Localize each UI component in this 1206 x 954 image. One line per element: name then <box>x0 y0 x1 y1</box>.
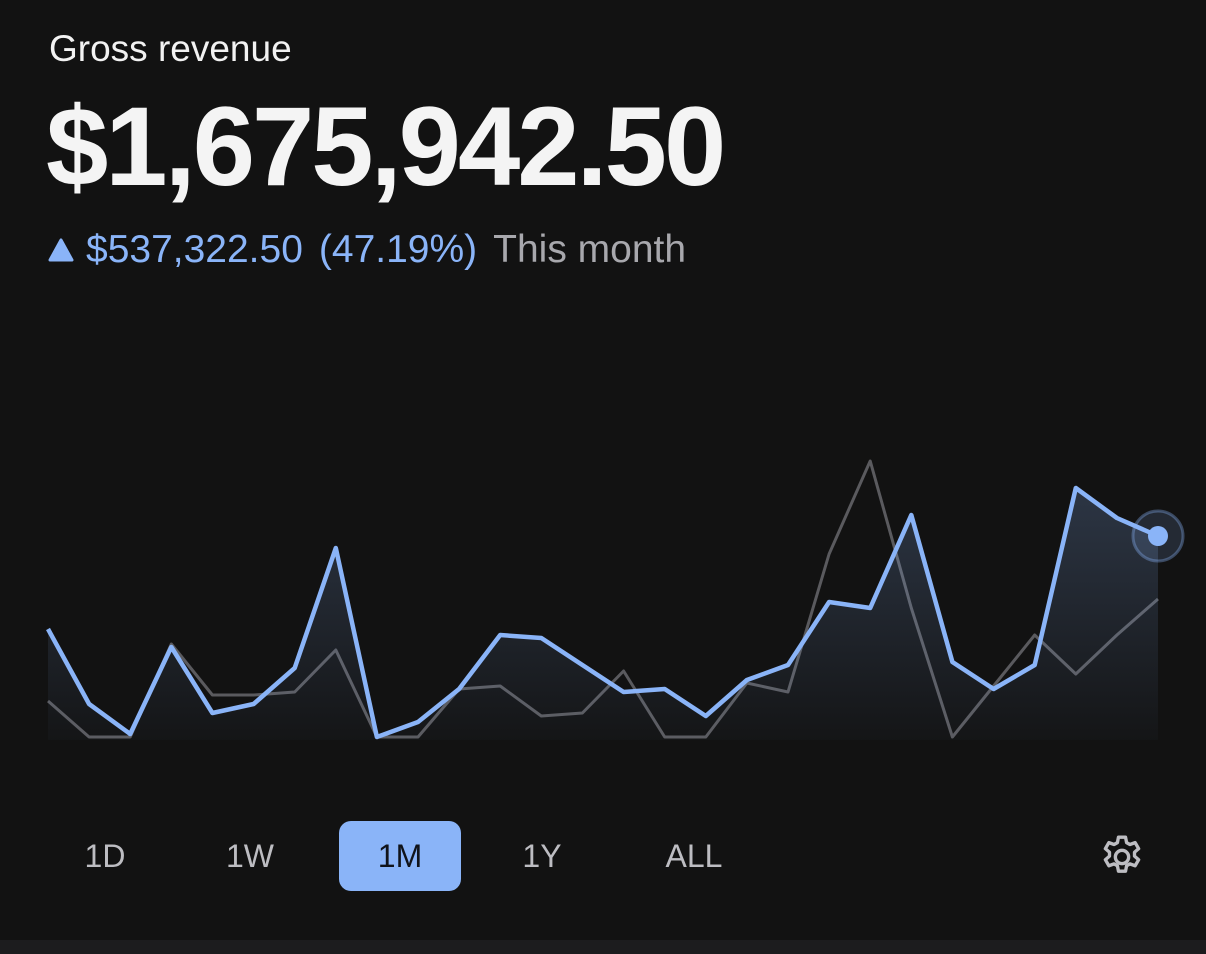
line <box>46 485 1159 740</box>
end-dot <box>1148 526 1168 546</box>
change-amount: $537,322.50 <box>86 228 303 271</box>
bottom-bar <box>0 940 1206 954</box>
area <box>48 488 1158 740</box>
change-percent: (47.19%) <box>318 228 478 271</box>
amount: $1,675,942.50 <box>46 84 726 209</box>
change-row: $537,322.50 (47.19%) This month <box>48 228 702 272</box>
range-button[interactable]: 1W <box>226 837 274 874</box>
change-period: This month <box>493 228 687 271</box>
range-button[interactable]: 1D <box>84 837 126 874</box>
up-icon <box>48 238 74 262</box>
title: Gross revenue <box>49 28 292 69</box>
range-button[interactable]: ALL <box>665 837 723 874</box>
range-button[interactable]: 1Y <box>522 837 562 874</box>
settings-icon[interactable] <box>1097 832 1147 882</box>
range-button[interactable]: 1M <box>339 821 461 891</box>
